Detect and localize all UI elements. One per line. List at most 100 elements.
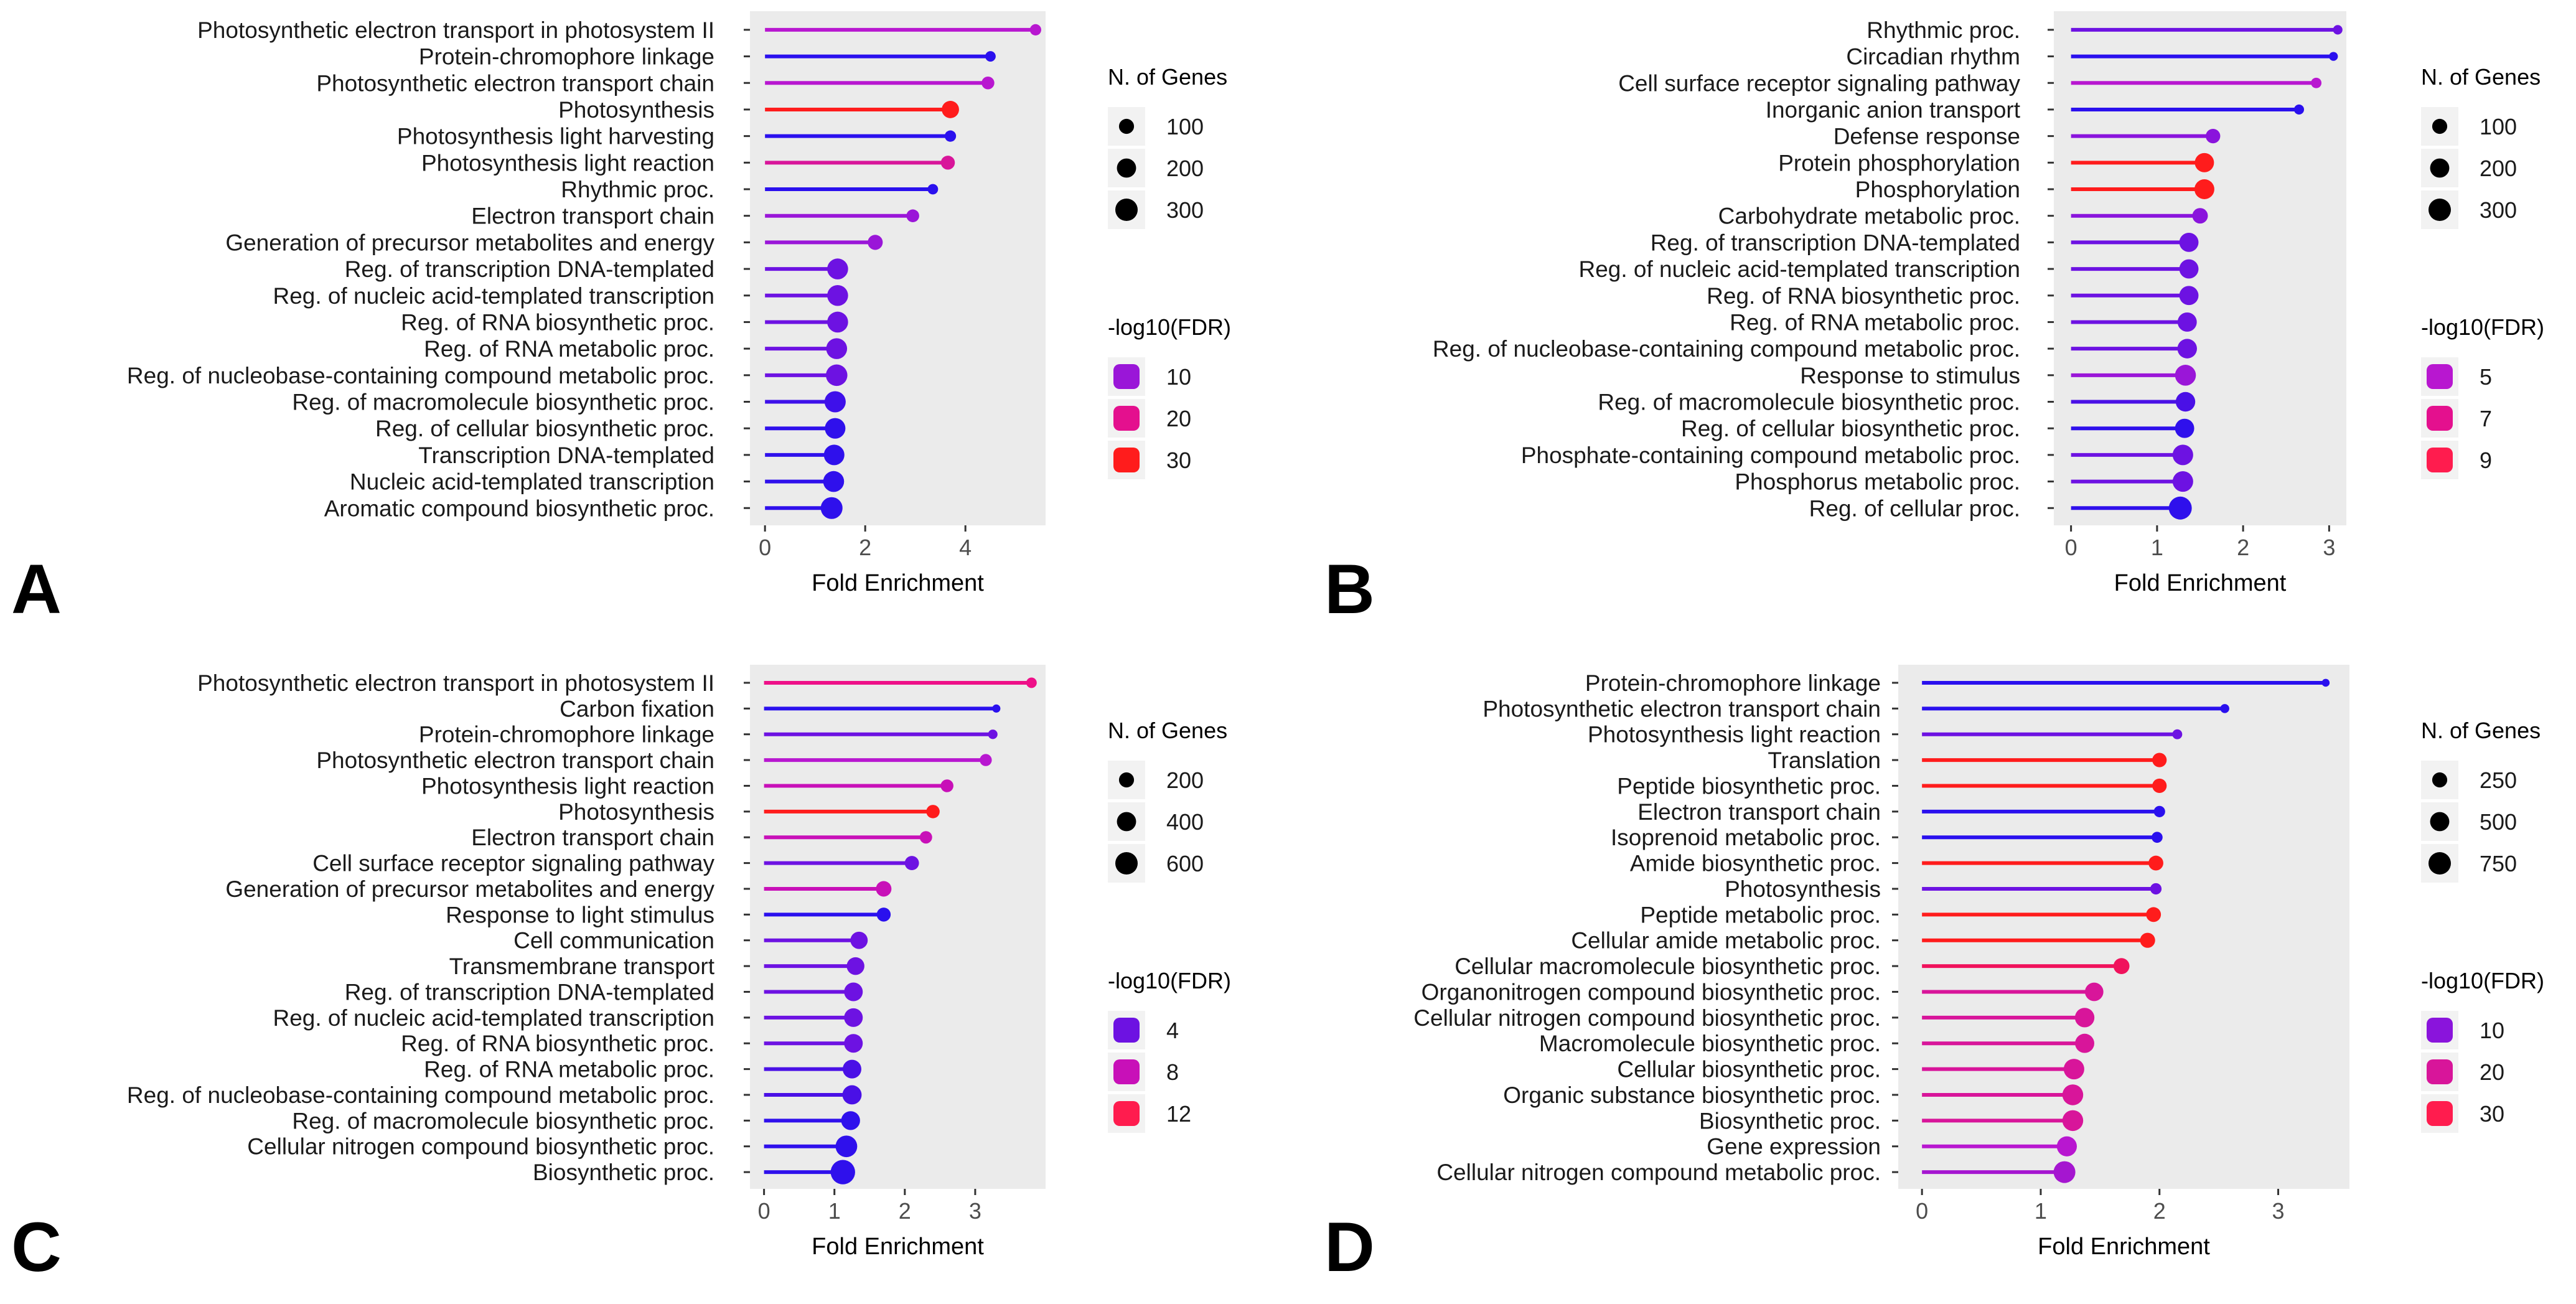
- size-legend-dot: [1118, 118, 1135, 134]
- lollipop-dot-rhythmic-proc: [927, 184, 939, 195]
- term-label-cell-surface-receptor-signaling-pathway: Cell surface receptor signaling pathway: [312, 851, 714, 876]
- lollipop-dot-electron-transport-chain: [919, 831, 932, 844]
- lollipop-dot-reg-of-macromolecule-biosynthetic-proc: [841, 1111, 860, 1130]
- size-legend-title: N. of Genes: [2421, 64, 2541, 90]
- term-label-phosphorus-metabolic-proc: Phosphorus metabolic proc.: [1735, 469, 2020, 495]
- term-label-inorganic-anion-transport: Inorganic anion transport: [1766, 97, 2021, 123]
- color-legend-label: 8: [1166, 1059, 1179, 1085]
- lollipop-dot-reg-of-cellular-biosynthetic-proc: [825, 418, 846, 439]
- plot-panel-background: [1898, 665, 2349, 1189]
- lollipop-dot-protein-chromophore-linkage: [985, 51, 996, 62]
- lollipop-dot-protein-chromophore-linkage: [988, 729, 998, 739]
- color-legend-swatch: [2427, 1018, 2453, 1043]
- term-label-organonitrogen-compound-biosynthetic-proc: Organonitrogen compound biosynthetic pro…: [1421, 979, 1881, 1005]
- term-label-reg-of-nucleobase-containing-compound-metabolic-proc: Reg. of nucleobase-containing compound m…: [127, 363, 714, 388]
- color-legend-label: 30: [2480, 1101, 2504, 1127]
- plot-panel-background: [750, 665, 1046, 1189]
- size-legend-label: 500: [2480, 809, 2517, 835]
- color-legend-label: 7: [2480, 406, 2492, 431]
- lollipop-dot-isoprenoid-metabolic-proc: [2152, 832, 2163, 843]
- size-legend-dot: [1115, 852, 1138, 875]
- lollipop-dot-photosynthesis-light-reaction: [940, 779, 953, 792]
- term-label-photosynthetic-electron-transport-chain: Photosynthetic electron transport chain: [1482, 696, 1881, 721]
- term-label-electron-transport-chain: Electron transport chain: [471, 204, 714, 229]
- lollipop-dot-photosynthetic-electron-transport-chain: [2220, 704, 2229, 713]
- term-label-carbon-fixation: Carbon fixation: [560, 696, 714, 721]
- lollipop-dot-carbon-fixation: [992, 704, 1001, 713]
- color-legend-label: 5: [2480, 364, 2492, 390]
- color-legend-swatch: [2427, 1101, 2453, 1126]
- color-legend-swatch: [1113, 1101, 1140, 1126]
- term-label-generation-of-precursor-metabolites-and-energy: Generation of precursor metabolites and …: [225, 876, 714, 902]
- term-label-macromolecule-biosynthetic-proc: Macromolecule biosynthetic proc.: [1539, 1031, 1881, 1056]
- term-label-cellular-macromolecule-biosynthetic-proc: Cellular macromolecule biosynthetic proc…: [1454, 954, 1881, 979]
- lollipop-dot-cellular-biosynthetic-proc: [2063, 1059, 2084, 1080]
- term-label-reg-of-cellular-biosynthetic-proc: Reg. of cellular biosynthetic proc.: [1681, 416, 2020, 441]
- term-label-nucleic-acid-templated-transcription: Nucleic acid-templated transcription: [350, 469, 714, 495]
- color-legend-swatch: [2427, 364, 2453, 389]
- term-label-peptide-metabolic-proc: Peptide metabolic proc.: [1640, 902, 1881, 927]
- term-label-transcription-dna-templated: Transcription DNA-templated: [418, 443, 714, 468]
- color-legend-swatch: [2427, 406, 2453, 431]
- color-legend-label: 30: [1166, 448, 1191, 473]
- lollipop-dot-protein-phosphorylation: [2194, 152, 2214, 172]
- size-legend-title: N. of Genes: [2421, 718, 2541, 743]
- lollipop-dot-cellular-nitrogen-compound-metabolic-proc: [2053, 1161, 2076, 1183]
- term-label-response-to-stimulus: Response to stimulus: [1800, 363, 2020, 388]
- term-label-cellular-nitrogen-compound-biosynthetic-proc: Cellular nitrogen compound biosynthetic …: [1413, 1005, 1881, 1031]
- size-legend-label: 400: [1166, 809, 1204, 835]
- term-label-photosynthetic-electron-transport-in-photosystem-ii: Photosynthetic electron transport in pho…: [197, 17, 714, 43]
- x-tick-label: 4: [959, 535, 972, 560]
- lollipop-dot-reg-of-nucleobase-containing-compound-metabolic-proc: [825, 364, 848, 387]
- panel-letter: C: [11, 1208, 62, 1286]
- lollipop-dot-reg-of-nucleobase-containing-compound-metabolic-proc: [842, 1085, 862, 1105]
- lollipop-dot-inorganic-anion-transport: [2293, 104, 2305, 115]
- term-label-rhythmic-proc: Rhythmic proc.: [1866, 17, 2020, 43]
- lollipop-dot-reg-of-rna-biosynthetic-proc: [844, 1034, 863, 1053]
- lollipop-dot-electron-transport-chain: [906, 209, 919, 222]
- color-legend-title: -log10(FDR): [2421, 968, 2544, 993]
- x-tick-label: 3: [2323, 535, 2335, 560]
- color-legend-swatch: [2427, 448, 2453, 472]
- lollipop-dot-organonitrogen-compound-biosynthetic-proc: [2084, 982, 2104, 1001]
- color-legend-swatch: [1113, 1059, 1140, 1084]
- lollipop-dot-biosynthetic-proc: [830, 1160, 855, 1184]
- lollipop-dot-biosynthetic-proc: [2062, 1110, 2084, 1132]
- term-label-reg-of-macromolecule-biosynthetic-proc: Reg. of macromolecule biosynthetic proc.: [292, 1108, 714, 1133]
- lollipop-dot-photosynthesis-light-reaction: [2172, 729, 2183, 739]
- panel-letter: A: [11, 550, 62, 628]
- term-label-reg-of-transcription-dna-templated: Reg. of transcription DNA-templated: [1651, 230, 2020, 255]
- term-label-reg-of-transcription-dna-templated: Reg. of transcription DNA-templated: [345, 979, 714, 1005]
- x-tick-label: 2: [2237, 535, 2249, 560]
- size-legend-dot: [1117, 158, 1136, 178]
- x-tick-label: 0: [1916, 1198, 1928, 1224]
- color-legend-title: -log10(FDR): [1108, 314, 1231, 340]
- lollipop-dot-transcription-dna-templated: [823, 444, 845, 466]
- lollipop-dot-aromatic-compound-biosynthetic-proc: [820, 497, 843, 519]
- lollipop-dot-defense-response: [2206, 128, 2221, 144]
- lollipop-dot-reg-of-macromolecule-biosynthetic-proc: [2175, 392, 2196, 412]
- lollipop-dot-reg-of-nucleic-acid-templated-transcription: [844, 1008, 863, 1027]
- size-legend-label: 300: [2480, 197, 2517, 223]
- color-legend-title: -log10(FDR): [2421, 314, 2544, 340]
- lollipop-dot-reg-of-transcription-dna-templated: [827, 258, 848, 279]
- x-tick-label: 1: [2035, 1198, 2047, 1224]
- term-label-photosynthesis: Photosynthesis: [558, 97, 714, 123]
- size-legend-dot: [2428, 852, 2451, 875]
- color-legend-label: 20: [1166, 406, 1191, 431]
- term-label-reg-of-nucleic-acid-templated-transcription: Reg. of nucleic acid-templated transcrip…: [273, 1005, 714, 1031]
- lollipop-dot-reg-of-rna-metabolic-proc: [2177, 312, 2197, 332]
- panel-a: 0 2 4 Photosynthetic electron transport in …: [11, 11, 1231, 628]
- lollipop-dot-phosphate-containing-compound-metabolic-proc: [2172, 444, 2193, 466]
- lollipop-dot-electron-transport-chain: [2153, 805, 2165, 817]
- term-label-electron-transport-chain: Electron transport chain: [471, 825, 714, 850]
- lollipop-dot-cellular-macromolecule-biosynthetic-proc: [2113, 958, 2130, 974]
- lollipop-dot-reg-of-transcription-dna-templated: [2179, 232, 2199, 252]
- color-legend-swatch: [1113, 1018, 1140, 1043]
- x-tick-label: 0: [759, 535, 771, 560]
- term-label-transmembrane-transport: Transmembrane transport: [449, 954, 715, 979]
- lollipop-dot-photosynthesis-light-harvesting: [944, 130, 957, 142]
- size-legend-dot: [1117, 812, 1136, 832]
- term-label-protein-chromophore-linkage: Protein-chromophore linkage: [419, 44, 714, 70]
